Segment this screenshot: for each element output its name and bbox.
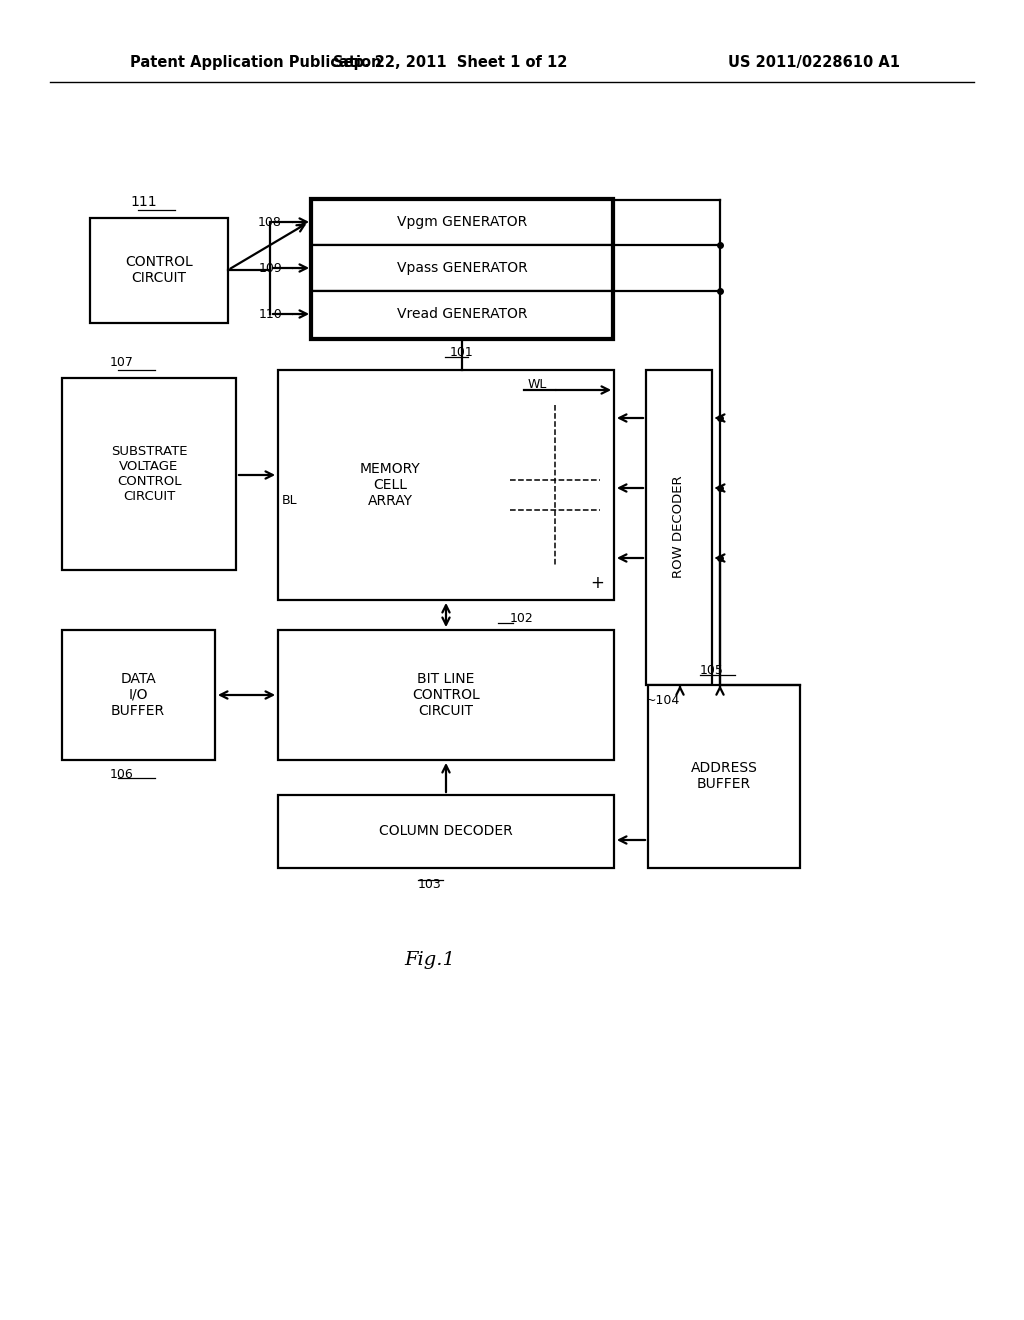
Bar bbox=[312, 246, 612, 290]
Bar bbox=[278, 795, 614, 869]
Text: SUBSTRATE
VOLTAGE
CONTROL
CIRCUIT: SUBSTRATE VOLTAGE CONTROL CIRCUIT bbox=[111, 445, 187, 503]
Bar bbox=[90, 218, 228, 323]
Text: 109: 109 bbox=[258, 261, 282, 275]
Text: Fig.1: Fig.1 bbox=[404, 950, 456, 969]
Bar bbox=[312, 290, 612, 338]
Text: 106: 106 bbox=[110, 768, 134, 781]
Text: COLUMN DECODER: COLUMN DECODER bbox=[379, 824, 513, 838]
Text: BL: BL bbox=[282, 494, 298, 507]
Bar bbox=[312, 201, 612, 246]
Text: CONTROL
CIRCUIT: CONTROL CIRCUIT bbox=[125, 255, 193, 285]
Text: +: + bbox=[590, 574, 604, 591]
Text: Sep. 22, 2011  Sheet 1 of 12: Sep. 22, 2011 Sheet 1 of 12 bbox=[333, 54, 567, 70]
Text: 110: 110 bbox=[258, 308, 282, 321]
Text: ~104: ~104 bbox=[646, 693, 680, 706]
Bar bbox=[62, 378, 236, 570]
Text: ADDRESS
BUFFER: ADDRESS BUFFER bbox=[690, 760, 758, 791]
Bar bbox=[278, 370, 614, 601]
Bar bbox=[278, 630, 614, 760]
Text: 102: 102 bbox=[510, 611, 534, 624]
Text: ~: ~ bbox=[290, 214, 303, 230]
Text: 111: 111 bbox=[130, 195, 157, 209]
Text: 103: 103 bbox=[418, 878, 442, 891]
Text: ~: ~ bbox=[290, 260, 303, 276]
Text: BIT LINE
CONTROL
CIRCUIT: BIT LINE CONTROL CIRCUIT bbox=[412, 672, 480, 718]
Text: 108: 108 bbox=[258, 215, 282, 228]
Text: Vread GENERATOR: Vread GENERATOR bbox=[396, 308, 527, 321]
Text: 107: 107 bbox=[110, 356, 134, 370]
Bar bbox=[648, 685, 800, 869]
Text: ~: ~ bbox=[290, 306, 303, 322]
Text: Vpgm GENERATOR: Vpgm GENERATOR bbox=[397, 215, 527, 228]
Text: Patent Application Publication: Patent Application Publication bbox=[130, 54, 382, 70]
Bar bbox=[62, 630, 215, 760]
Text: ROW DECODER: ROW DECODER bbox=[673, 475, 685, 578]
Text: 105: 105 bbox=[700, 664, 724, 676]
Bar bbox=[646, 370, 712, 685]
Text: WL: WL bbox=[528, 379, 548, 392]
Bar bbox=[310, 198, 614, 341]
Text: US 2011/0228610 A1: US 2011/0228610 A1 bbox=[728, 54, 900, 70]
Text: 101: 101 bbox=[451, 346, 474, 359]
Text: MEMORY
CELL
ARRAY: MEMORY CELL ARRAY bbox=[359, 462, 421, 508]
Text: Vpass GENERATOR: Vpass GENERATOR bbox=[396, 261, 527, 275]
Text: DATA
I/O
BUFFER: DATA I/O BUFFER bbox=[111, 672, 165, 718]
